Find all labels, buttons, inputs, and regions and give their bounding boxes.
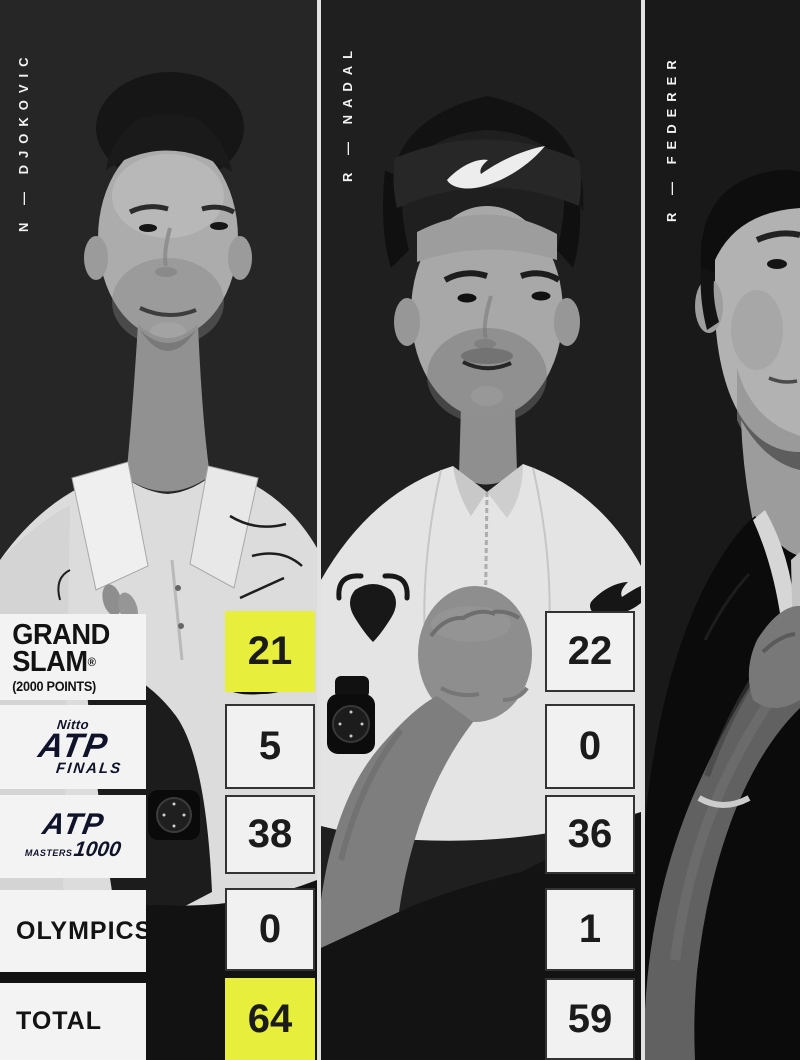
value-nadal-grand-slam: 22 — [545, 611, 635, 692]
value-djokovic-olympics: 0 — [225, 888, 315, 971]
stat-label-total: TOTAL — [0, 983, 146, 1060]
value-djokovic-total: 64 — [225, 978, 315, 1060]
value-nadal-olympics: 1 — [545, 888, 635, 971]
player-name-federer: R — FEDERER — [664, 53, 679, 222]
nike-swoosh-icon — [447, 146, 545, 189]
atp-finals-logo: Nitto ATP FINALS — [35, 716, 124, 777]
value-djokovic-atp-finals: 5 — [225, 704, 315, 789]
grand-slam-line2: SLAM® — [12, 646, 96, 678]
stat-label-atp-finals: Nitto ATP FINALS — [0, 705, 146, 789]
value-djokovic-grand-slam: 21 — [225, 611, 315, 692]
nadal-portrait — [321, 0, 641, 1060]
grand-slam-line1: GRAND — [12, 619, 110, 651]
rafa-bull-icon — [336, 573, 410, 642]
stat-label-olympics: OLYMPICS — [0, 890, 146, 972]
panel-divider — [317, 0, 321, 1060]
value-nadal-atp-finals: 0 — [545, 704, 635, 789]
grand-slam-subtext: (2000 POINTS) — [12, 679, 97, 694]
stat-label-masters-1000: ATP MASTERS 1000 — [0, 795, 146, 878]
masters-1000-logo: ATP MASTERS 1000 — [24, 808, 123, 861]
federer-panel — [645, 0, 800, 1060]
value-nadal-total: 59 — [545, 978, 635, 1060]
value-nadal-masters-1000: 36 — [545, 795, 635, 874]
federer-portrait — [645, 0, 800, 1060]
panel-divider — [641, 0, 645, 1060]
wristwatch-icon — [148, 790, 200, 840]
nike-swoosh-icon — [590, 582, 641, 617]
stat-label-grand-slam: GRAND SLAM® (2000 POINTS) — [0, 614, 146, 700]
player-name-nadal: R — NADAL — [340, 43, 355, 182]
value-djokovic-masters-1000: 38 — [225, 795, 315, 874]
wristwatch-icon — [327, 676, 375, 754]
player-name-djokovic: N — DJOKOVIC — [16, 50, 31, 232]
nadal-panel — [321, 0, 641, 1060]
